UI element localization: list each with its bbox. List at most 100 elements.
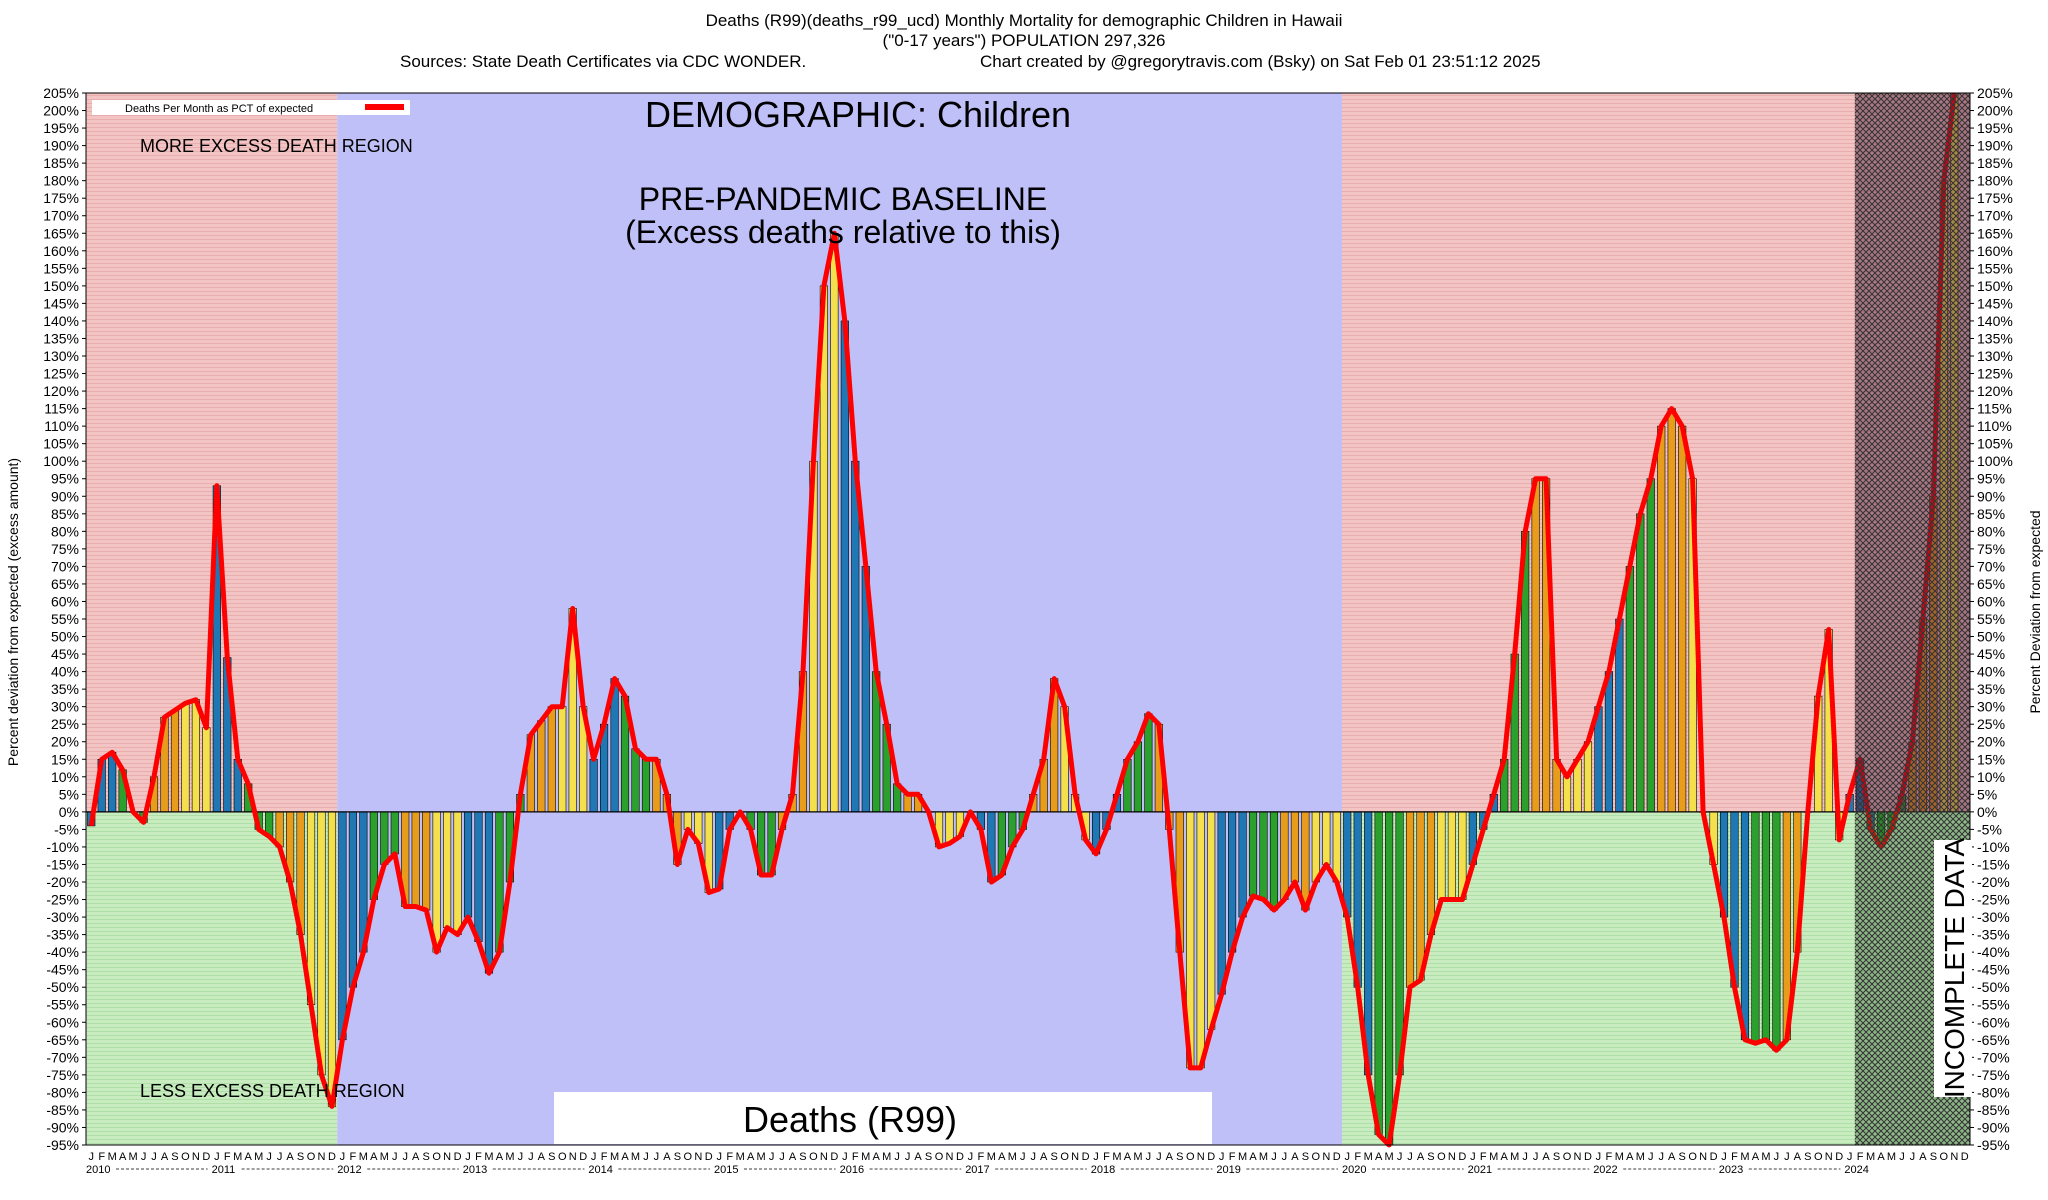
bar <box>1615 618 1624 813</box>
y-tick-label: 125% <box>1977 366 2013 382</box>
y-tick-label: -60% <box>1977 1014 2010 1030</box>
y-tick-label: 25% <box>1977 716 2005 732</box>
bar <box>348 811 357 988</box>
x-month-label: J <box>1030 1151 1036 1163</box>
x-month-label: S <box>925 1151 932 1163</box>
x-month-label: J <box>1219 1151 1225 1163</box>
x-month-label: J <box>1146 1151 1152 1163</box>
x-month-label: J <box>769 1151 775 1163</box>
x-month-label: N <box>1574 1151 1582 1163</box>
y-tick-label: -75% <box>1977 1067 2010 1083</box>
y-tick-label: 145% <box>1977 295 2013 311</box>
y-tick-label: -5% <box>54 821 79 837</box>
y-tick-label: 150% <box>43 278 79 294</box>
x-month-label: O <box>1437 1151 1446 1163</box>
region-more-excess <box>86 93 338 812</box>
y-tick-label: -65% <box>1977 1032 2010 1048</box>
x-month-label: J <box>1282 1151 1288 1163</box>
x-month-label: J <box>654 1151 660 1163</box>
x-month-label: F <box>1731 1151 1738 1163</box>
bar <box>558 706 567 813</box>
region-less-excess <box>86 811 338 1145</box>
bar <box>1447 811 1456 900</box>
x-month-label: J <box>1847 1151 1853 1163</box>
y-tick-label: -20% <box>1977 874 2010 890</box>
bar <box>1437 811 1446 900</box>
y-tick-label: 190% <box>1977 138 2013 154</box>
x-month-label: J <box>643 1151 649 1163</box>
x-month-label: O <box>1563 1151 1572 1163</box>
x-month-label: J <box>1397 1151 1403 1163</box>
bar <box>683 811 692 830</box>
bar <box>411 811 420 907</box>
x-month-label: J <box>528 1151 534 1163</box>
x-month-label: S <box>422 1151 429 1163</box>
x-month-label: O <box>1814 1151 1823 1163</box>
x-month-label: S <box>1302 1151 1309 1163</box>
y-tick-label: -10% <box>46 839 79 855</box>
bar <box>1583 741 1593 813</box>
x-month-label: A <box>1291 1151 1299 1163</box>
x-month-label: A <box>1166 1151 1174 1163</box>
y-tick-label: -40% <box>1977 944 2010 960</box>
y-tick-label: 135% <box>1977 330 2013 346</box>
bar <box>589 758 598 813</box>
x-year-label: 2016 <box>840 1164 864 1176</box>
y-tick-label: 10% <box>51 769 79 785</box>
y-tick-label: 60% <box>51 593 79 609</box>
x-month-label: S <box>674 1151 681 1163</box>
x-month-label: M <box>505 1151 514 1163</box>
bar <box>830 232 839 813</box>
bar <box>1761 811 1770 1041</box>
y-tick-label: 205% <box>43 85 79 101</box>
background-regions <box>86 93 1970 1145</box>
x-month-label: A <box>1919 1151 1927 1163</box>
x-month-label: D <box>1961 1151 1969 1163</box>
x-month-label: D <box>328 1151 336 1163</box>
x-month-label: N <box>1825 1151 1833 1163</box>
x-month-label: S <box>297 1151 304 1163</box>
x-month-label: O <box>1688 1151 1697 1163</box>
more-excess-region-label: MORE EXCESS DEATH REGION <box>140 136 413 156</box>
x-month-label: S <box>1427 1151 1434 1163</box>
y-tick-label: 185% <box>1977 155 2013 171</box>
x-month-label: A <box>1542 1151 1550 1163</box>
x-month-label: M <box>1761 1151 1770 1163</box>
bar <box>380 811 389 865</box>
y-tick-label: 170% <box>43 208 79 224</box>
x-month-label: S <box>799 1151 806 1163</box>
x-month-label: J <box>392 1151 398 1163</box>
bar <box>432 811 441 953</box>
x-month-label: J <box>779 1151 785 1163</box>
y-tick-label: 65% <box>51 576 79 592</box>
y-tick-label: -95% <box>1977 1137 2010 1153</box>
x-month-label: M <box>359 1151 368 1163</box>
x-year-label: 2014 <box>588 1164 612 1176</box>
x-month-label: F <box>224 1151 231 1163</box>
y-tick-label: 85% <box>51 506 79 522</box>
y-tick-label: 80% <box>51 523 79 539</box>
x-month-label: A <box>1752 1151 1760 1163</box>
x-month-label: A <box>1501 1151 1509 1163</box>
y-tick-label: 205% <box>1977 85 2013 101</box>
x-month-label: N <box>694 1151 702 1163</box>
chart-sources: Sources: State Death Certificates via CD… <box>400 52 806 71</box>
x-month-label: M <box>1489 1151 1498 1163</box>
x-month-label: N <box>1950 1151 1958 1163</box>
x-month-label: F <box>475 1151 482 1163</box>
y-tick-label: 50% <box>51 629 79 645</box>
x-month-label: M <box>108 1151 117 1163</box>
x-month-label: A <box>1417 1151 1425 1163</box>
bar <box>1562 776 1572 813</box>
bar <box>1751 811 1760 1044</box>
y-tick-label: -75% <box>46 1067 79 1083</box>
x-month-label: J <box>266 1151 272 1163</box>
y-tick-label: -5% <box>1977 821 2002 837</box>
y-tick-label: 15% <box>51 751 79 767</box>
y-tick-label: -80% <box>46 1084 79 1100</box>
x-month-label: N <box>192 1151 200 1163</box>
x-month-label: A <box>747 1151 755 1163</box>
y-tick-label: 80% <box>1977 523 2005 539</box>
x-month-label: J <box>277 1151 283 1163</box>
x-month-label: A <box>286 1151 294 1163</box>
